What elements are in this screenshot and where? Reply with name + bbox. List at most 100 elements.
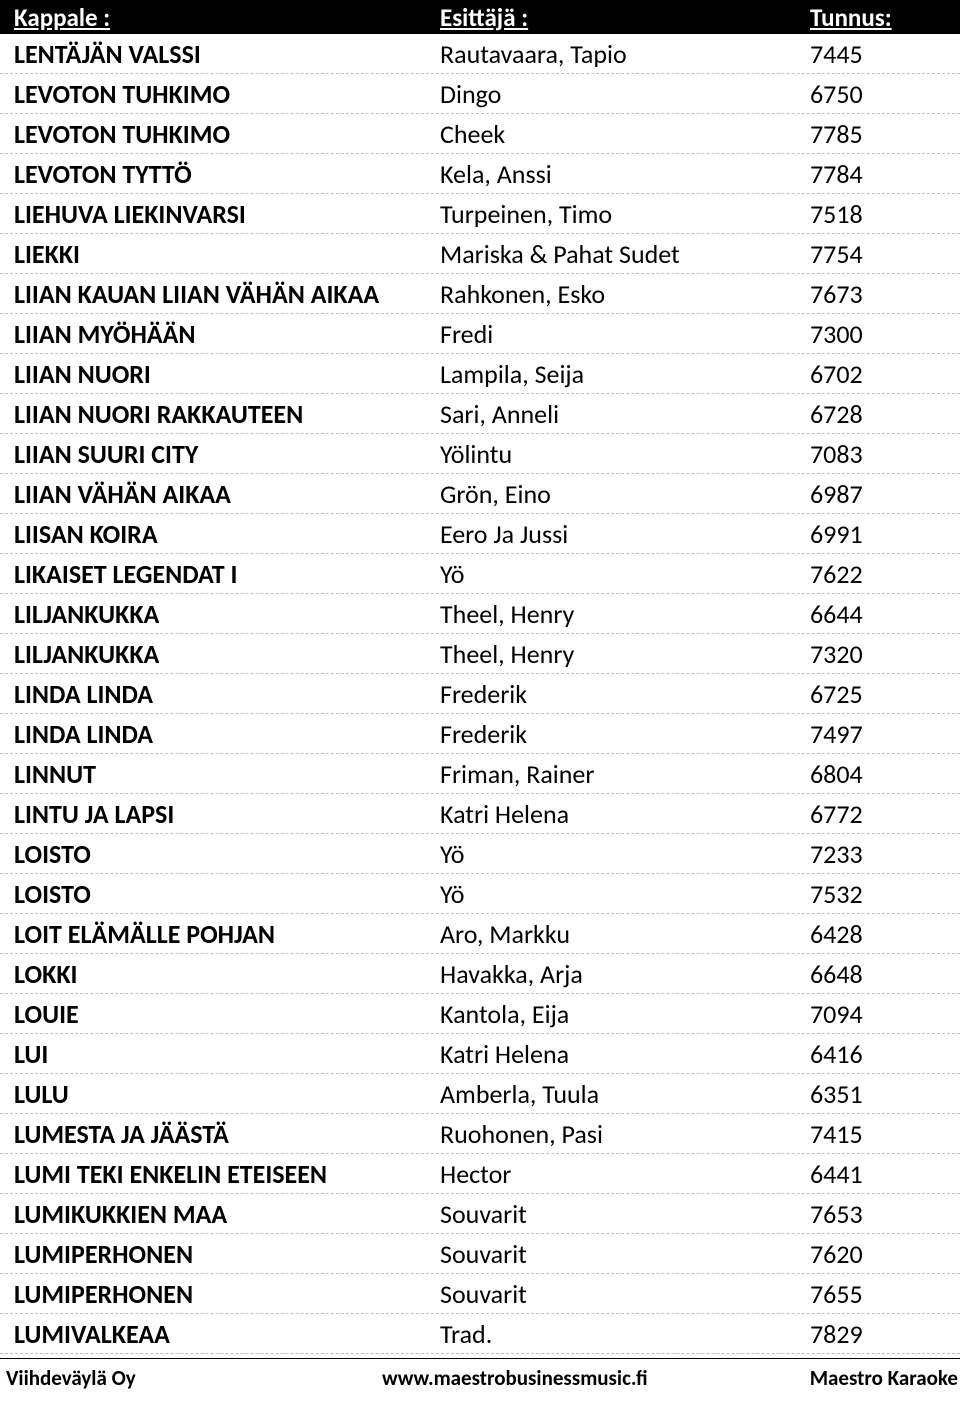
cell-esittaja: Eero Ja Jussi: [440, 518, 810, 550]
cell-tunnus: 7754: [810, 238, 960, 270]
table-row: LIIAN KAUAN LIIAN VÄHÄN AIKAARahkonen, E…: [0, 274, 960, 314]
cell-tunnus: 6750: [810, 78, 960, 110]
table-row: LIEHUVA LIEKINVARSITurpeinen, Timo7518: [0, 194, 960, 234]
cell-tunnus: 7620: [810, 1238, 960, 1270]
table-row: LINTU JA LAPSIKatri Helena6772: [0, 794, 960, 834]
cell-kappale: LIEHUVA LIEKINVARSI: [0, 198, 440, 230]
table-row: LUMIKUKKIEN MAASouvarit7653: [0, 1194, 960, 1234]
cell-tunnus: 7497: [810, 718, 960, 750]
table-row: LIIAN MYÖHÄÄNFredi7300: [0, 314, 960, 354]
cell-tunnus: 6772: [810, 798, 960, 830]
page-footer: Viihdeväylä Oy www.maestrobusinessmusic.…: [0, 1359, 960, 1391]
cell-esittaja: Fredi: [440, 318, 810, 350]
cell-kappale: LIISAN KOIRA: [0, 518, 440, 550]
cell-kappale: LUMIVALKEAA: [0, 1318, 440, 1350]
cell-esittaja: Kela, Anssi: [440, 158, 810, 190]
cell-kappale: LOUIE: [0, 998, 440, 1030]
table-row: LUMI TEKI ENKELIN ETEISEENHector6441: [0, 1154, 960, 1194]
table-row: LIIAN SUURI CITYYölintu7083: [0, 434, 960, 474]
cell-kappale: LOISTO: [0, 838, 440, 870]
cell-kappale: LIIAN VÄHÄN AIKAA: [0, 478, 440, 510]
cell-esittaja: Havakka, Arja: [440, 958, 810, 990]
cell-kappale: LUMIPERHONEN: [0, 1238, 440, 1270]
cell-esittaja: Trad.: [440, 1318, 810, 1350]
footer-product: Maestro Karaoke: [722, 1365, 958, 1391]
cell-esittaja: Hector: [440, 1158, 810, 1190]
cell-esittaja: Katri Helena: [440, 798, 810, 830]
cell-esittaja: Frederik: [440, 678, 810, 710]
table-row: LUIKatri Helena6416: [0, 1034, 960, 1074]
cell-esittaja: Kantola, Eija: [440, 998, 810, 1030]
cell-kappale: LULU: [0, 1078, 440, 1110]
cell-tunnus: 7415: [810, 1118, 960, 1150]
table-row: LINDA LINDAFrederik6725: [0, 674, 960, 714]
table-row: LIISAN KOIRAEero Ja Jussi6991: [0, 514, 960, 554]
cell-kappale: LUMESTA JA JÄÄSTÄ: [0, 1118, 440, 1150]
cell-kappale: LIIAN NUORI: [0, 358, 440, 390]
cell-kappale: LEVOTON TUHKIMO: [0, 78, 440, 110]
table-row: LINNUTFriman, Rainer6804: [0, 754, 960, 794]
table-row: LENTÄJÄN VALSSIRautavaara, Tapio7445: [0, 34, 960, 74]
cell-kappale: LOKKI: [0, 958, 440, 990]
table-row: LIIAN NUORILampila, Seija6702: [0, 354, 960, 394]
cell-esittaja: Rautavaara, Tapio: [440, 38, 810, 70]
cell-tunnus: 7300: [810, 318, 960, 350]
cell-esittaja: Souvarit: [440, 1198, 810, 1230]
cell-kappale: LIIAN SUURI CITY: [0, 438, 440, 470]
cell-tunnus: 6991: [810, 518, 960, 550]
table-row: LULUAmberla, Tuula6351: [0, 1074, 960, 1114]
cell-tunnus: 7445: [810, 38, 960, 70]
table-body: LENTÄJÄN VALSSIRautavaara, Tapio7445 LEVO…: [0, 34, 960, 1354]
table-row: LUMIPERHONENSouvarit7655: [0, 1274, 960, 1314]
cell-kappale: LEVOTON TUHKIMO: [0, 118, 440, 150]
table-row: LOISTOYö7233: [0, 834, 960, 874]
cell-esittaja: Amberla, Tuula: [440, 1078, 810, 1110]
cell-tunnus: 6987: [810, 478, 960, 510]
table-row: LINDA LINDAFrederik7497: [0, 714, 960, 754]
table-row: LIKAISET LEGENDAT IYö7622: [0, 554, 960, 594]
header-tunnus: Tunnus:: [810, 2, 960, 33]
table-row: LUMIVALKEAATrad.7829: [0, 1314, 960, 1354]
cell-kappale: LINTU JA LAPSI: [0, 798, 440, 830]
table-row: LIIAN VÄHÄN AIKAAGrön, Eino6987: [0, 474, 960, 514]
cell-kappale: LIIAN NUORI RAKKAUTEEN: [0, 398, 440, 430]
table-row: LEVOTON TYTTÖKela, Anssi7784: [0, 154, 960, 194]
cell-tunnus: 6648: [810, 958, 960, 990]
cell-kappale: LUI: [0, 1038, 440, 1070]
cell-tunnus: 7829: [810, 1318, 960, 1350]
cell-tunnus: 6441: [810, 1158, 960, 1190]
cell-esittaja: Aro, Markku: [440, 918, 810, 950]
cell-esittaja: Yö: [440, 878, 810, 910]
cell-kappale: LOIT ELÄMÄLLE POHJAN: [0, 918, 440, 950]
cell-esittaja: Frederik: [440, 718, 810, 750]
cell-kappale: LEVOTON TYTTÖ: [0, 158, 440, 190]
cell-tunnus: 6804: [810, 758, 960, 790]
cell-tunnus: 7655: [810, 1278, 960, 1310]
cell-esittaja: Friman, Rainer: [440, 758, 810, 790]
cell-kappale: LIKAISET LEGENDAT I: [0, 558, 440, 590]
cell-esittaja: Sari, Anneli: [440, 398, 810, 430]
cell-kappale: LIEKKI: [0, 238, 440, 270]
cell-kappale: LUMIPERHONEN: [0, 1278, 440, 1310]
cell-esittaja: Yölintu: [440, 438, 810, 470]
cell-tunnus: 7083: [810, 438, 960, 470]
cell-kappale: LINDA LINDA: [0, 678, 440, 710]
cell-tunnus: 7784: [810, 158, 960, 190]
table-row: LEVOTON TUHKIMOCheek7785: [0, 114, 960, 154]
cell-esittaja: Souvarit: [440, 1238, 810, 1270]
cell-tunnus: 7673: [810, 278, 960, 310]
footer-url: www.maestrobusinessmusic.fi: [382, 1365, 722, 1391]
table-row: LUMIPERHONENSouvarit7620: [0, 1234, 960, 1274]
cell-tunnus: 6728: [810, 398, 960, 430]
table-row: LIEKKIMariska & Pahat Sudet7754: [0, 234, 960, 274]
cell-tunnus: 7233: [810, 838, 960, 870]
cell-tunnus: 6725: [810, 678, 960, 710]
cell-tunnus: 6416: [810, 1038, 960, 1070]
cell-kappale: LENTÄJÄN VALSSI: [0, 38, 440, 70]
cell-tunnus: 7094: [810, 998, 960, 1030]
cell-esittaja: Turpeinen, Timo: [440, 198, 810, 230]
cell-tunnus: 7622: [810, 558, 960, 590]
cell-kappale: LUMI TEKI ENKELIN ETEISEEN: [0, 1158, 440, 1190]
table-row: LIIAN NUORI RAKKAUTEENSari, Anneli6728: [0, 394, 960, 434]
cell-esittaja: Theel, Henry: [440, 638, 810, 670]
